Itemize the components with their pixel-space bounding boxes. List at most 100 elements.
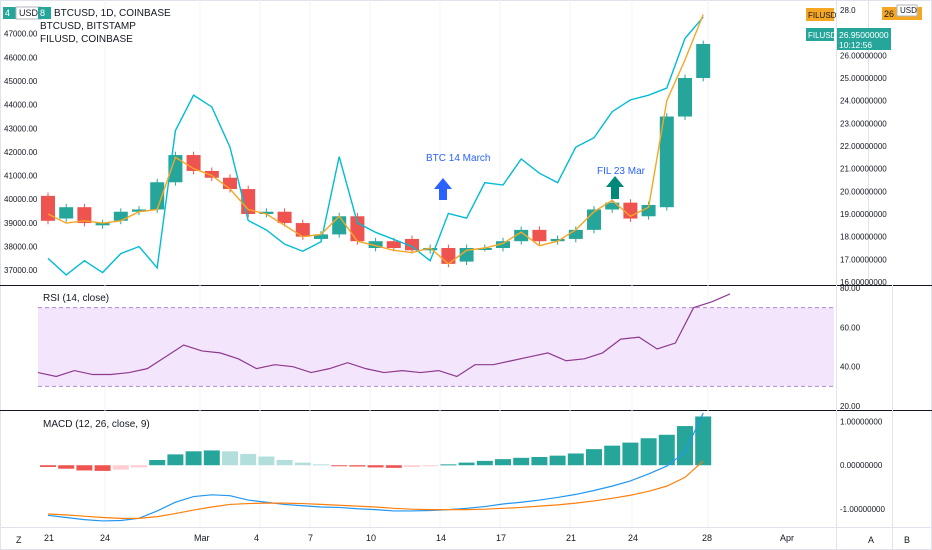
candle-25 [496,241,510,248]
macd-title[interactable]: MACD (12, 26, close, 9) [43,419,150,430]
axis-corner-b[interactable]: B [904,535,910,545]
x-tick-6: 14 [436,533,446,543]
x-tick-11: Apr [780,533,794,543]
y-tick-left-0: 47000.00 [4,30,38,39]
candle-26 [514,229,529,242]
fil-tag-top-text: FILUSD [808,11,837,20]
y-tick-right-4: 24.00000000 [840,97,887,106]
y-tick-right-6: 22.00000000 [840,142,887,151]
macd-hist-bar-3 [94,465,111,471]
macd-hist-bar-15 [313,464,329,466]
candle-13 [277,211,292,224]
macd-tick-2: -1.00000000 [840,505,885,514]
x-tick-9: 24 [628,533,638,543]
candlestick-series [41,40,711,268]
macd-hist-bar-6 [149,460,166,466]
y-tick-left-7: 40000.00 [4,195,38,204]
y-tick-left-1: 46000.00 [4,53,38,62]
annotation-btc-14-march[interactable]: BTC 14 March [426,153,490,164]
candle-6 [150,182,165,210]
y-tick-left-5: 42000.00 [4,148,38,157]
y-tick-right-8: 20.00000000 [840,187,887,196]
macd-hist-bar-28 [549,455,566,466]
macd-hist-bar-35 [677,426,693,466]
x-tick-0: 21 [44,533,54,543]
macd-hist-bar-0 [40,465,56,467]
x-tick-7: 17 [496,533,506,543]
candle-34 [659,116,674,208]
macd-hist-bar-27 [531,456,548,466]
currency-right-text: USD [900,6,917,15]
price-tag [837,28,891,50]
macd-hist-bar-8 [185,451,202,466]
y-tick-left-3: 44000.00 [4,101,38,110]
macd-hist-bar-19 [385,465,402,468]
macd-hist-bar-12 [258,456,275,466]
y-tick-right-2: 26.00000000 [840,51,887,60]
x-tick-3: 4 [254,533,259,543]
rsi-tick-1: 60.00 [840,323,861,332]
y-tick-left-8: 39000.00 [4,219,38,228]
main-symbol-title[interactable]: BTCUSD, 1D, COINBASE [54,8,171,19]
macd-hist-bar-31 [604,445,621,466]
btc-line [47,16,704,276]
candle-29 [568,229,583,239]
macd-hist-bar-34 [658,434,675,466]
candle-0 [41,195,55,221]
x-axis-ticks: 21 24 Mar 4 7 10 14 17 21 24 28 Apr [44,533,794,543]
countdown-timer: 10:12:56 [839,40,872,50]
macd-hist-bar-1 [58,465,75,469]
candle-35 [678,78,692,117]
macd-hist-bar-2 [76,465,93,471]
macd-hist-bar-10 [222,451,238,466]
candle-24 [477,248,492,250]
macd-hist-bar-4 [112,465,129,470]
candle-4 [113,211,128,221]
macd-hist-bar-23 [458,462,475,466]
overlay-lines [47,14,704,276]
candle-19 [386,241,401,248]
rsi-title[interactable]: RSI (14, close) [43,293,109,304]
y-tick-right-5: 23.00000000 [840,119,887,128]
candle-12 [259,211,274,214]
axis-corner-left[interactable]: Z [16,535,22,545]
y-tick-right-12: 16.00000000 [840,278,887,287]
candle-21 [423,248,438,251]
y-tick-left-10: 37000.00 [4,266,38,275]
annotation-fil-23-mar[interactable]: FIL 23 Mar [597,166,646,177]
macd-tick-1: 0.00000000 [840,461,883,470]
y-axis-ticks: 28.027.0000000026.0000000025.0000000024.… [4,6,887,514]
fil-tag-mid [806,28,834,41]
header-badge-b-text: 8 [40,8,45,18]
candle-2 [77,207,92,224]
macd-line [47,412,704,522]
y-tick-right-10: 18.00000000 [840,233,887,242]
macd-hist-bar-9 [203,450,220,466]
y-tick-right-9: 19.00000000 [840,210,887,219]
signal-line [47,460,704,519]
macd-hist-bar-22 [440,464,457,466]
candle-14 [295,223,310,237]
x-tick-2: Mar [194,533,210,543]
rsi-tick-2: 40.00 [840,363,861,372]
macd-hist-bar-36 [695,416,712,466]
arrow-up-icon-teal [606,176,624,199]
y-tick-left-6: 41000.00 [4,172,38,181]
candle-5 [132,209,146,212]
y-tick-right-7: 21.00000000 [840,165,887,174]
header-badge-a-text: 4 [5,8,10,18]
x-tick-4: 7 [308,533,313,543]
axis-corner-a[interactable]: A [868,535,874,545]
header-badge-b [38,7,51,19]
rsi-tick-0: 80.00 [840,284,861,293]
series-label-fil[interactable]: FILUSD, COINBASE [40,34,133,45]
currency-right-badge[interactable] [896,4,918,17]
candle-1 [59,207,74,219]
series-label-btc[interactable]: BTCUSD, BITSTAMP [40,21,136,32]
rsi-series [37,293,731,378]
rsi-tick-3: 20.00 [840,402,861,411]
y-tick-right-11: 17.00000000 [840,255,887,264]
y-tick-right-3: 25.00000000 [840,74,887,83]
macd-hist-bar-21 [422,465,439,467]
